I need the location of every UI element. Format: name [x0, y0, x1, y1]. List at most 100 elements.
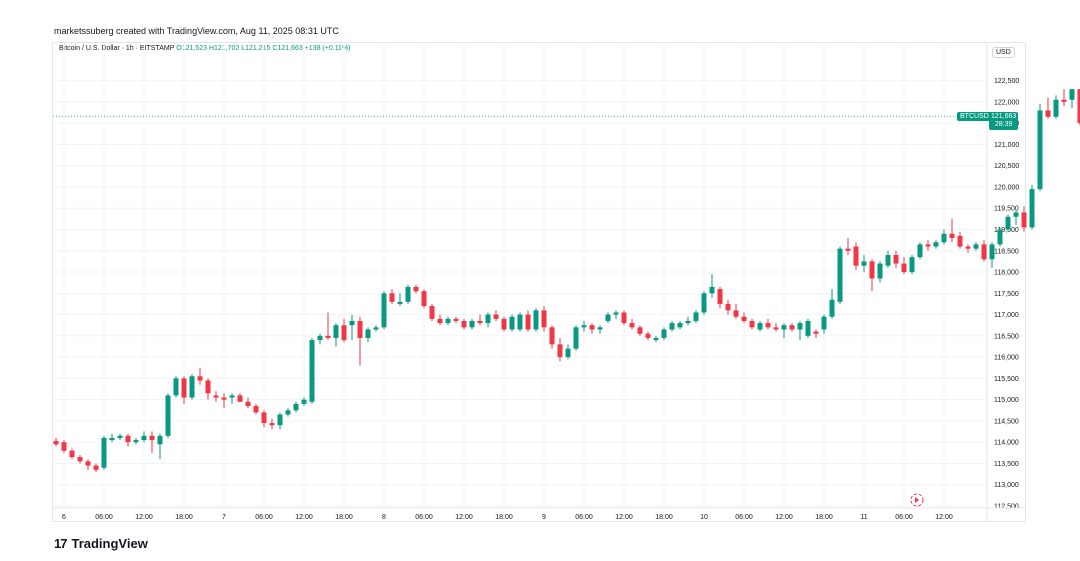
candle-body	[725, 303, 731, 311]
candle-body	[517, 314, 523, 330]
candle-body	[53, 440, 59, 445]
candle-body	[61, 442, 67, 451]
x-tick-label: 06:00	[95, 514, 113, 521]
candle-body	[765, 323, 771, 328]
x-tick-label: 12:00	[135, 514, 153, 521]
tradingview-logo-text: TradingView	[71, 536, 148, 551]
x-tick-label: 18:00	[655, 514, 673, 521]
x-tick-label: 11	[860, 514, 867, 521]
candle-body	[437, 318, 443, 324]
symbol-price-tag: BTCUSD	[957, 112, 992, 121]
candle-body	[205, 380, 211, 394]
candle-body	[925, 244, 931, 247]
y-tick-label: 122,000	[994, 99, 1019, 106]
x-tick-label: 9	[542, 514, 546, 521]
candle-body	[525, 314, 531, 330]
candle-body	[605, 314, 611, 321]
candle-body	[501, 318, 507, 330]
candle-body	[341, 325, 347, 341]
candle-body	[845, 248, 851, 251]
candle-body	[677, 323, 683, 328]
candle-body	[269, 423, 275, 426]
candle-body	[373, 327, 379, 330]
candle-body	[965, 246, 971, 249]
candle-body	[445, 318, 451, 324]
candle-body	[141, 435, 147, 441]
x-tick-label: 18:00	[495, 514, 513, 521]
tradingview-logo[interactable]: 17 TradingView	[54, 536, 148, 551]
candle-body	[293, 403, 299, 411]
candle-body	[661, 329, 667, 338]
candle-body	[805, 320, 811, 336]
chart-credit: marketssuberg created with TradingView.c…	[54, 26, 339, 36]
candle-body	[1029, 189, 1035, 228]
candle-body	[853, 246, 859, 266]
y-tick-label: 113,500	[994, 461, 1019, 468]
candle-body	[821, 316, 827, 330]
candle-body	[541, 310, 547, 328]
candle-body	[125, 435, 131, 443]
candle-body	[981, 244, 987, 260]
candle-body	[237, 395, 243, 402]
candle-body	[637, 327, 643, 334]
candle-body	[261, 412, 267, 424]
candle-body	[413, 286, 419, 292]
candle-body	[1045, 110, 1051, 117]
y-tick-label: 112,500	[994, 504, 1019, 511]
candle-body	[741, 316, 747, 321]
candle-body	[253, 406, 259, 413]
candle-body	[109, 437, 115, 441]
candle-body	[173, 378, 179, 396]
candle-body	[997, 229, 1003, 245]
y-tick-label: 114,500	[994, 418, 1019, 425]
replay-icon	[910, 493, 924, 507]
candle-body	[957, 235, 963, 247]
candle-body	[1037, 110, 1043, 190]
x-tick-label: 12:00	[935, 514, 953, 521]
candle-body	[869, 261, 875, 279]
candle-body	[93, 465, 99, 470]
legend-symbol[interactable]: Bitcoin / U.S. Dollar · 1h · BITSTAMP	[59, 45, 175, 52]
y-tick-label: 120,500	[994, 163, 1019, 170]
candle-body	[565, 348, 571, 358]
y-tick-label: 122,500	[994, 78, 1019, 85]
x-tick-label: 12:00	[615, 514, 633, 521]
candle-body	[893, 255, 899, 264]
candle-body	[245, 401, 251, 407]
candle-body	[405, 286, 411, 302]
candle-body	[757, 323, 763, 330]
candle-body	[909, 257, 915, 273]
y-tick-label: 120,000	[994, 184, 1019, 191]
y-tick-label: 115,500	[994, 376, 1019, 383]
candle-body	[229, 395, 235, 398]
candle-body	[469, 320, 475, 328]
candle-body	[685, 320, 691, 324]
candle-body	[733, 310, 739, 317]
x-tick-label: 06:00	[735, 514, 753, 521]
candle-body	[837, 248, 843, 302]
candle-body	[181, 378, 187, 398]
candle-body	[1013, 212, 1019, 217]
x-tick-label: 18:00	[175, 514, 193, 521]
last-price-box: 121,663 28:39	[989, 112, 1019, 130]
candle-body	[1005, 216, 1011, 230]
y-tick-label: 121,000	[994, 142, 1019, 149]
candle-body	[781, 325, 787, 330]
candle-body	[165, 395, 171, 436]
candle-body	[861, 261, 867, 266]
x-tick-label: 8	[382, 514, 386, 521]
candle-body	[1077, 89, 1080, 124]
candle-body	[701, 293, 707, 313]
candle-body	[309, 340, 315, 402]
candle-body	[717, 289, 723, 304]
y-tick-label: 118,500	[994, 248, 1019, 255]
y-tick-label: 115,000	[994, 397, 1019, 404]
y-tick-label: 118,000	[994, 270, 1019, 277]
currency-button[interactable]: USD	[992, 47, 1015, 58]
x-tick-label: 7	[222, 514, 226, 521]
y-tick-label: 113,000	[994, 482, 1019, 489]
x-tick-label: 06:00	[255, 514, 273, 521]
x-tick-label: 10	[700, 514, 708, 521]
candle-body	[669, 323, 675, 330]
